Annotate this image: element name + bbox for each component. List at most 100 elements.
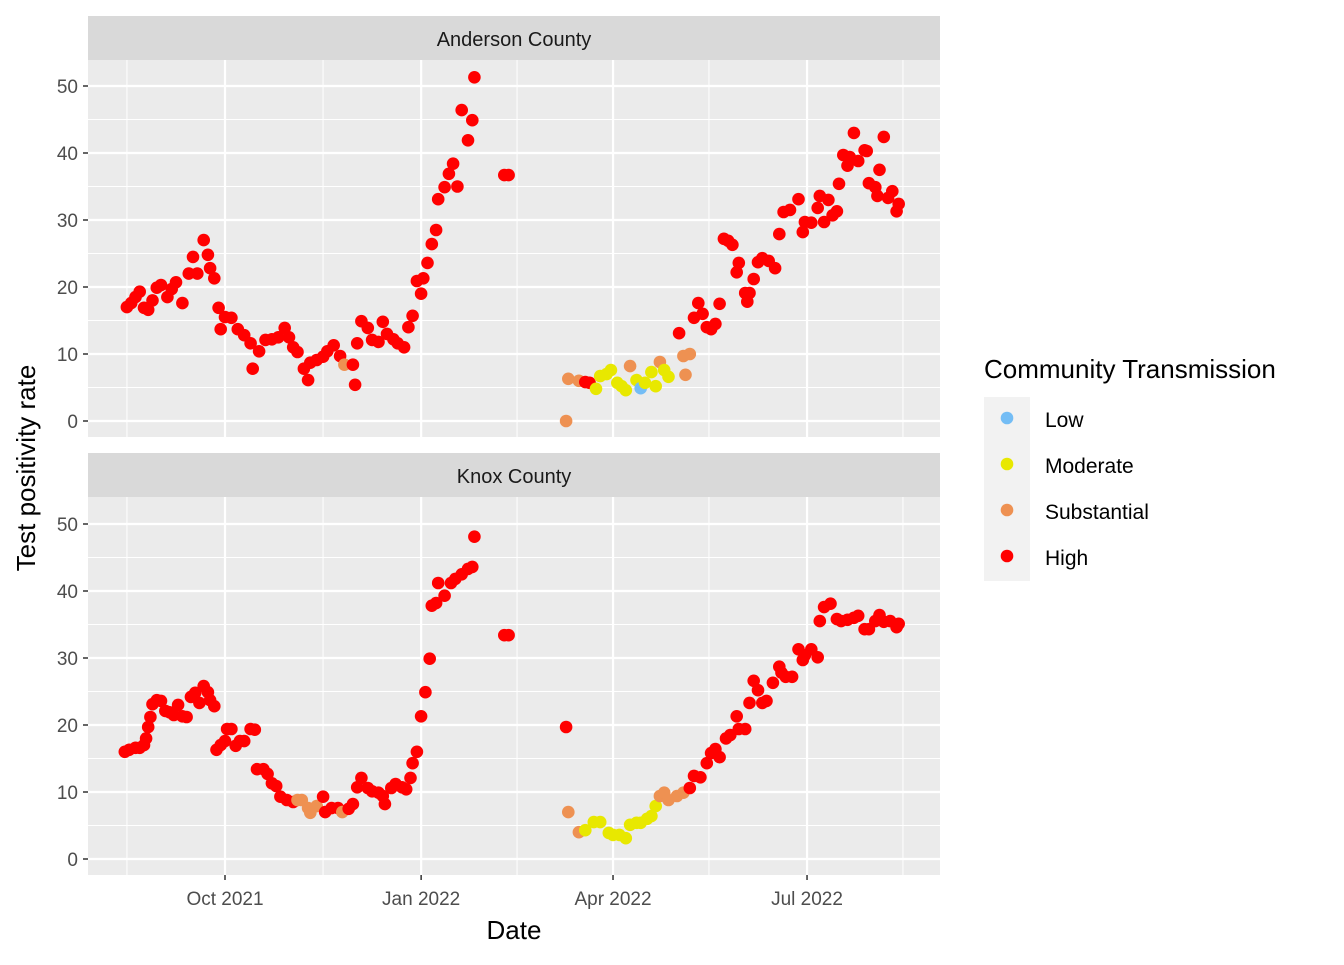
data-point-substantial	[679, 368, 692, 382]
data-point-high	[406, 309, 419, 323]
data-point-high	[813, 614, 827, 628]
data-point-high	[738, 722, 752, 736]
data-point-high	[208, 699, 221, 713]
data-point-high	[417, 272, 430, 285]
data-point-high	[361, 321, 375, 335]
data-point-high	[133, 285, 146, 299]
data-point-high	[847, 126, 861, 140]
y-tick-label: 0	[67, 412, 78, 433]
legend: Community Transmission Low Moderate Substa…	[984, 354, 1276, 581]
data-point-high	[246, 362, 259, 376]
data-point-high	[559, 720, 573, 734]
data-point-high	[350, 337, 364, 350]
data-point-moderate	[619, 383, 633, 397]
data-point-moderate	[638, 376, 652, 390]
data-point-high	[713, 297, 726, 311]
data-point-high	[672, 326, 686, 340]
data-point-high	[783, 203, 797, 217]
data-point-moderate	[579, 823, 592, 837]
legend-key-high	[1000, 549, 1014, 563]
data-point-high	[372, 335, 385, 349]
data-point-substantial	[559, 414, 573, 428]
data-point-high	[141, 720, 155, 734]
data-point-high	[171, 698, 185, 712]
x-tick-label: Jul 2022	[771, 889, 843, 910]
y-tick-label: 50	[57, 77, 78, 98]
data-point-high	[871, 189, 884, 203]
data-point-high	[146, 294, 159, 307]
data-point-moderate	[593, 815, 607, 829]
legend-key-moderate	[1000, 457, 1014, 471]
data-point-high	[468, 71, 481, 84]
y-tick-label: 50	[57, 515, 78, 536]
data-point-high	[350, 781, 364, 794]
data-point-high	[438, 180, 451, 194]
data-point-high	[203, 261, 217, 275]
data-point-high	[811, 201, 824, 215]
data-point-high	[700, 756, 714, 770]
data-point-high	[188, 686, 202, 700]
data-point-high	[760, 694, 773, 708]
data-point-high	[830, 205, 844, 218]
data-point-high	[851, 609, 865, 623]
panel-knox-county: Knox County 0 10 20 30 40 50	[57, 453, 940, 875]
data-point-high	[252, 345, 266, 358]
facet-strip	[88, 16, 940, 60]
data-point-high	[785, 670, 799, 684]
data-point-moderate	[619, 831, 633, 845]
data-point-high	[261, 767, 274, 781]
data-point-high	[197, 233, 210, 247]
x-tick-label: Jan 2022	[382, 889, 460, 910]
data-point-high	[792, 192, 805, 206]
data-point-high	[851, 154, 865, 168]
data-point-high	[237, 734, 251, 748]
panel-background	[88, 60, 940, 437]
data-point-high	[193, 696, 206, 710]
data-point-high	[191, 267, 204, 280]
data-point-substantial	[562, 372, 575, 386]
data-point-high	[730, 710, 743, 723]
data-point-high	[278, 321, 292, 335]
data-point-substantial	[623, 359, 637, 373]
legend-label-substantial: Substantial	[1045, 501, 1149, 524]
data-point-high	[766, 676, 780, 690]
data-point-high	[282, 331, 296, 344]
panel-anderson-county: Anderson County 0 10 20 30 40 50	[57, 16, 940, 437]
data-point-high	[873, 163, 886, 177]
data-point-high	[811, 651, 824, 664]
data-point-high	[446, 157, 460, 170]
data-point-high	[399, 783, 413, 796]
x-tick-label: Oct 2021	[186, 889, 263, 910]
x-tick-label: Apr 2022	[574, 889, 651, 910]
data-point-high	[502, 628, 515, 642]
y-tick-label: 40	[57, 582, 78, 603]
data-point-high	[201, 248, 215, 262]
legend-label-moderate: Moderate	[1045, 455, 1134, 478]
x-axis-title: Date	[487, 915, 542, 945]
data-point-high	[346, 797, 360, 811]
data-point-high	[180, 710, 193, 724]
data-point-high	[805, 216, 818, 229]
data-point-high	[421, 256, 434, 270]
data-point-high	[713, 750, 726, 764]
data-point-high	[832, 177, 846, 191]
data-point-high	[225, 722, 238, 736]
data-point-high	[860, 144, 873, 158]
data-point-high	[186, 250, 200, 264]
data-point-high	[438, 589, 451, 602]
facet-strip-label: Knox County	[457, 466, 572, 488]
data-point-high	[410, 745, 424, 759]
data-point-moderate	[645, 809, 658, 823]
data-point-moderate	[645, 365, 658, 379]
data-point-high	[751, 683, 765, 697]
data-point-high	[248, 723, 262, 736]
y-tick-label: 30	[57, 211, 78, 232]
data-point-high	[208, 272, 221, 285]
y-tick-label: 0	[67, 850, 78, 871]
data-point-high	[154, 278, 168, 292]
y-tick-label: 10	[57, 345, 78, 366]
data-point-high	[348, 378, 362, 392]
data-point-high	[796, 225, 810, 239]
data-point-moderate	[589, 382, 603, 396]
